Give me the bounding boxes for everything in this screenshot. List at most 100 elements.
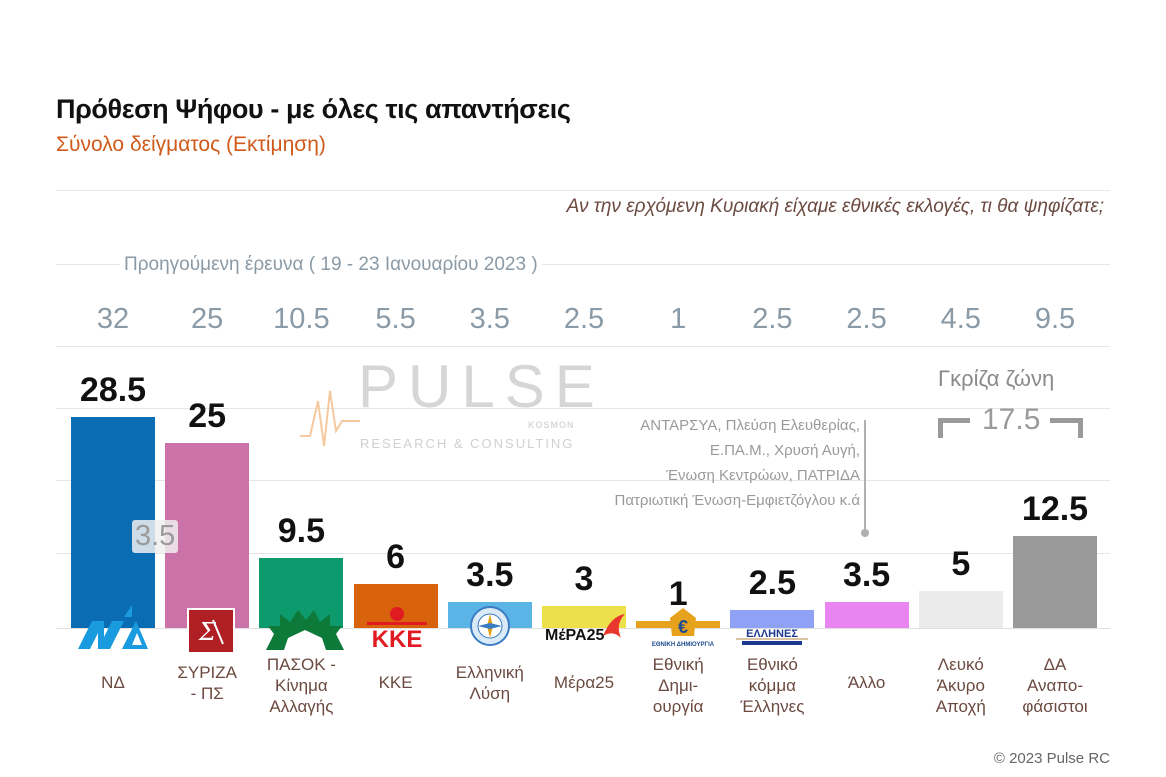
pulse-watermark: PULSE KOSMON RESEARCH & CONSULTING — [300, 356, 595, 456]
divider-top — [56, 190, 1110, 191]
mera25-logo-text: ΜέΡΑ25 — [545, 627, 604, 644]
category-label-line: ΝΔ — [101, 673, 125, 692]
category-label-line: Δημι- — [658, 676, 699, 695]
previous-value-label: 5.5 — [375, 303, 416, 335]
category-label: ΝΔ — [65, 672, 161, 693]
category-label-line: Ελληνική — [455, 663, 524, 682]
category-label: Εθνική Δημι-ουργία — [630, 654, 726, 717]
previous-value-label: 2.5 — [752, 303, 793, 335]
x-axis-baseline — [56, 628, 1110, 629]
grey-zone-label: Γκρίζα ζώνη — [938, 366, 1055, 391]
grey-zone-bracket-left-arm — [938, 418, 970, 423]
kke-logo-icon: ΚΚΕ — [365, 605, 429, 653]
category-label: Άλλο — [819, 672, 915, 693]
category-label-line: Έλληνες — [740, 697, 805, 716]
category-label-line: ΔΑ — [1043, 655, 1067, 674]
category-label-line: ΠΑΣΟΚ - — [266, 655, 336, 674]
previous-value-label: 9.5 — [1034, 303, 1076, 335]
pasok-sun-logo-icon — [266, 610, 344, 650]
category-label: Λευκό Άκυρο Αποχή — [913, 654, 1009, 717]
grey-zone-bracket-right-arm — [1050, 418, 1082, 423]
value-label: 3 — [574, 559, 594, 598]
value-label: 2.5 — [748, 563, 797, 602]
category-label-line: Άκυρο — [936, 676, 985, 695]
value-label: 3.5 — [466, 556, 514, 595]
bar — [165, 443, 250, 628]
category-label-line: Λύση — [469, 684, 511, 703]
category-label-line: Εθνικό — [746, 655, 798, 674]
euro-logo-icon: € ΕΘΝΙΚΗ ΔΗΜΙΟΥΡΓΙΑ — [648, 606, 718, 654]
note-pointer-line — [864, 420, 866, 533]
value-label: 3.5 — [842, 556, 891, 595]
category-label-line: Άλλο — [847, 673, 886, 692]
divider-previous-values — [56, 346, 1110, 347]
other-parties-note: ΑΝΤΑΡΣΥΑ, Πλεύση Ελευθερίας, Ε.ΠΑ.Μ., Χρ… — [570, 413, 860, 513]
survey-question: Αν την ερχόμενη Κυριακή είχαμε εθνικές ε… — [566, 196, 1104, 217]
value-label: 12.5 — [1021, 489, 1089, 528]
note-line: Ε.ΠΑ.Μ., Χρυσή Αυγή, — [709, 442, 860, 459]
difference-badge: 3.5 — [132, 520, 179, 553]
category-label-line: Εθνική — [652, 655, 704, 674]
category-label: Εθνικό κόμμα Έλληνες — [724, 654, 820, 717]
ellines-logo-text: ΕΛΛΗΝΕΣ — [746, 628, 798, 640]
previous-value-label: 4.5 — [940, 303, 981, 335]
previous-value-label: 2.5 — [563, 303, 605, 335]
bar — [824, 602, 909, 628]
category-label-line: - ΠΣ — [190, 684, 224, 703]
grey-zone-bracket-right — [1078, 418, 1083, 438]
category-label-line: φάσιστοι — [1022, 697, 1088, 716]
mera25-logo-icon: ΜέΡΑ25 — [545, 612, 627, 652]
syriza-logo-text: Σ — [198, 618, 217, 646]
category-label: Μέρα25 — [536, 672, 632, 693]
category-label-line: Αλλαγής — [269, 697, 334, 716]
previous-value-label: 25 — [191, 303, 224, 335]
category-label: ΣΥΡΙΖΑ - ΠΣ — [159, 662, 255, 704]
value-label: 25 — [188, 397, 227, 435]
category-label-line: κόμμα — [748, 676, 796, 695]
category-label-line: ΚΚΕ — [378, 673, 413, 692]
value-label: 9.5 — [277, 511, 326, 550]
grey-zone-value: 17.5 — [982, 403, 1041, 436]
bar — [918, 591, 1003, 628]
syriza-logo-icon: Σ — [187, 608, 235, 654]
chart-subtitle: Σύνολο δείγματος (Εκτίμηση) — [56, 133, 326, 156]
value-label: 28.5 — [79, 371, 147, 410]
previous-survey-label: Προηγούμενη έρευνα ( 19 - 23 Ιανουαρίου … — [120, 254, 542, 276]
value-label: 6 — [386, 537, 406, 576]
previous-value-label: 32 — [96, 303, 130, 335]
previous-value-label: 10.5 — [273, 303, 330, 335]
value-label: 5 — [951, 545, 971, 583]
ethniki-dimiourgia-logo-text: ΕΘΝΙΚΗ ΔΗΜΙΟΥΡΓΙΑ — [652, 642, 715, 648]
watermark-tagline: RESEARCH & CONSULTING — [360, 436, 575, 451]
pulse-heartbeat-icon — [300, 390, 360, 447]
previous-value-label: 3.5 — [469, 303, 510, 335]
category-label-line: Κίνημα — [275, 676, 328, 695]
ellines-logo-icon: ΕΛΛΗΝΕΣ — [732, 626, 812, 648]
category-label-line: ΣΥΡΙΖΑ — [177, 663, 237, 682]
bar — [1013, 535, 1097, 628]
watermark-brand: PULSE — [358, 353, 605, 420]
category-label: ΠΑΣΟΚ - Κίνημα Αλλαγής — [253, 654, 349, 717]
svg-text:€: € — [678, 617, 688, 637]
category-label-line: Μέρα25 — [553, 673, 615, 692]
bar — [542, 605, 626, 628]
category-label: Ελληνική Λύση — [442, 662, 538, 704]
note-line: Ένωση Κεντρώων, ΠΑΤΡΙΔΑ — [666, 467, 860, 484]
note-line: ΑΝΤΑΡΣΥΑ, Πλεύση Ελευθερίας, — [640, 417, 860, 434]
note-line: Πατριωτική Ένωση-Εμφιετζόγλου κ.ά — [614, 492, 860, 509]
watermark-partner: KOSMON — [528, 420, 575, 430]
chart-title: Πρόθεση Ψήφου - με όλες τις απαντήσεις — [56, 94, 571, 124]
category-label-line: Αναπο- — [1027, 676, 1083, 695]
value-label: 1 — [668, 574, 688, 613]
divider-previous — [56, 264, 1110, 265]
gridline — [56, 553, 1110, 554]
category-label-line: Αποχή — [935, 697, 986, 716]
kke-logo-text: ΚΚΕ — [372, 626, 423, 651]
note-pointer-dot — [861, 529, 869, 537]
grey-zone-bracket-left — [938, 418, 943, 438]
category-label: ΚΚΕ — [348, 672, 444, 693]
category-label-line: Λευκό — [937, 655, 984, 674]
previous-value-label: 2.5 — [846, 303, 887, 335]
copyright: © 2023 Pulse RC — [993, 750, 1110, 767]
nd-logo-icon — [74, 603, 154, 649]
